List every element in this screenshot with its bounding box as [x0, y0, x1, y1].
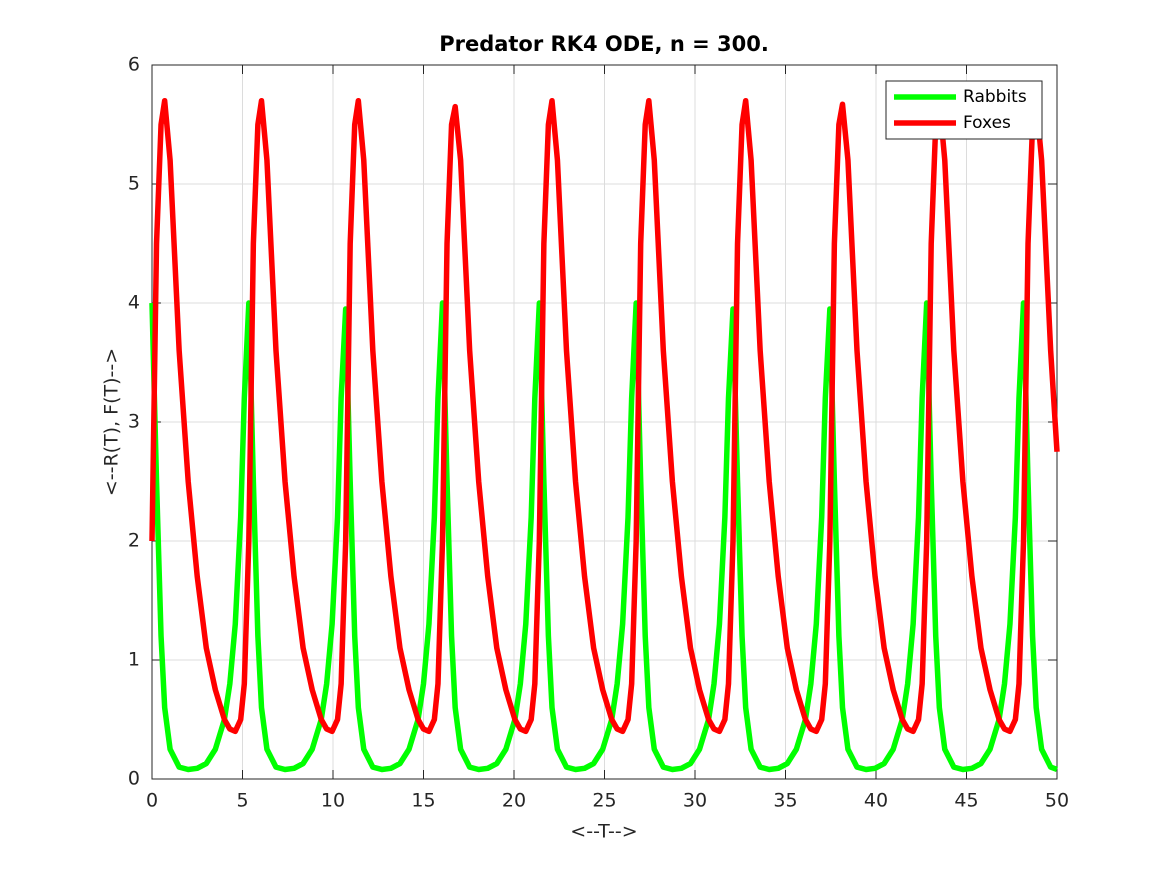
y-tick-label: 1 — [128, 649, 140, 671]
legend-box — [885, 80, 1043, 140]
y-tick-label: 2 — [128, 530, 140, 552]
y-tick-label: 6 — [128, 54, 140, 76]
chart-title: Predator RK4 ODE, n = 300. — [439, 32, 769, 56]
series-line — [149, 97, 1060, 735]
y-axis-label: <--R(T), F(T)--> — [101, 348, 123, 496]
x-tick-label: 25 — [592, 790, 616, 812]
y-tick-label: 3 — [128, 411, 140, 433]
x-tick-label: 0 — [146, 790, 158, 812]
x-tick-label: 20 — [502, 790, 526, 812]
x-tick-label: 30 — [683, 790, 707, 812]
y-tick-label: 4 — [128, 292, 140, 314]
x-tick-label: 50 — [1045, 790, 1069, 812]
legend-label: Rabbits — [963, 87, 1027, 107]
legend-label: Foxes — [963, 113, 1011, 133]
y-tick-label: 0 — [128, 768, 140, 790]
x-tick-label: 45 — [954, 790, 978, 812]
series-line — [149, 300, 1058, 773]
x-axis-label: <--T--> — [570, 821, 637, 843]
y-tick-label: 5 — [128, 173, 140, 195]
x-tick-label: 10 — [321, 790, 345, 812]
x-tick-label: 40 — [864, 790, 888, 812]
x-tick-label: 5 — [236, 790, 248, 812]
x-tick-label: 35 — [773, 790, 797, 812]
x-tick-label: 15 — [411, 790, 435, 812]
